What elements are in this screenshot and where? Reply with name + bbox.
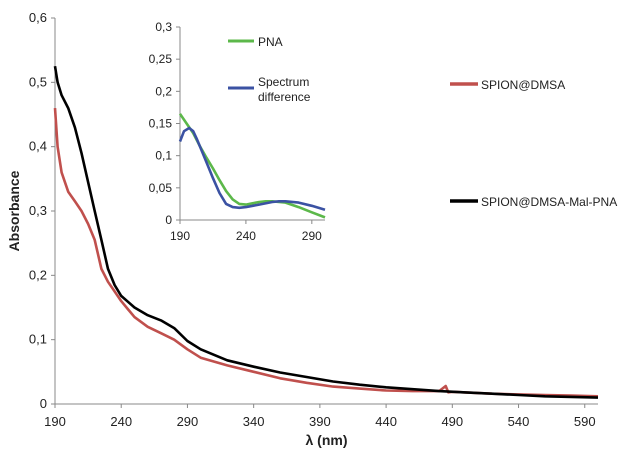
main-y-tick-label: 0,1 <box>29 332 47 347</box>
main-x-tick-label: 240 <box>110 414 132 429</box>
main-legend-label-2: SPION@DMSA-Mal-PNA <box>481 195 617 209</box>
main-x-tick-label: 540 <box>508 414 530 429</box>
inset-legend-label-2: Spectrum difference <box>258 75 311 104</box>
main-x-tick-label: 590 <box>574 414 596 429</box>
inset-y-tick-label: 0,05 <box>149 181 173 195</box>
inset-y-tick-label: 0,3 <box>155 20 172 34</box>
inset-y-tick-label: 0 <box>165 213 172 227</box>
main-y-tick-label: 0,5 <box>29 74 47 89</box>
main-x-tick-label: 440 <box>375 414 397 429</box>
main-y-tick-label: 0,4 <box>29 139 47 154</box>
inset-x-tick-label: 240 <box>236 229 256 243</box>
main-y-tick-label: 0,2 <box>29 267 47 282</box>
main-y-tick-label: 0,3 <box>29 203 47 218</box>
main-legend: SPION@DMSA SPION@DMSA-Mal-PNA <box>450 78 617 209</box>
main-chart: 0 0,1 0,2 0,3 0,4 0,5 0,6 190 240 290 340 390 440 490… <box>6 10 599 448</box>
inset-x-tick-label: 190 <box>170 229 190 243</box>
main-x-tick-label: 490 <box>441 414 463 429</box>
x-axis-title: λ (nm) <box>306 432 348 448</box>
main-y-tick-label: 0 <box>40 396 47 411</box>
main-x-tick-label: 290 <box>177 414 199 429</box>
inset-x-tick-label: 290 <box>302 229 322 243</box>
inset-legend-label-1: PNA <box>258 35 283 49</box>
y-axis-title: Absorbance <box>6 170 22 251</box>
main-series-line-1 <box>53 108 599 398</box>
main-x-tick-label: 190 <box>44 414 66 429</box>
inset-y-tick-label: 0,15 <box>149 117 173 131</box>
inset-chart: 0 0,05 0,1 0,15 0,2 0,25 0,3 190 240 290 PNA Spectr… <box>149 20 326 243</box>
main-series-line-2 <box>53 65 599 399</box>
inset-y-tick-label: 0,2 <box>155 84 172 98</box>
inset-series-line-1 <box>178 113 326 219</box>
inset-series-line-2 <box>178 126 326 211</box>
inset-y-tick-label: 0,25 <box>149 52 173 66</box>
main-x-tick-label: 340 <box>243 414 265 429</box>
inset-y-tick-label: 0,1 <box>155 149 172 163</box>
main-y-tick-label: 0,6 <box>29 10 47 25</box>
main-legend-label-1: SPION@DMSA <box>481 78 565 92</box>
main-x-tick-label: 390 <box>309 414 331 429</box>
